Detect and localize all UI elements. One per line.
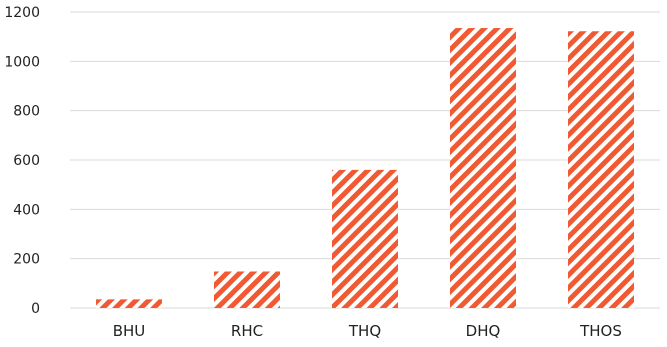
- y-tick-label: 600: [13, 153, 40, 169]
- y-axis-ticks: 0 200 400 600 800 1000 1200: [4, 5, 40, 317]
- y-tick-label: 800: [13, 104, 40, 120]
- y-tick-label: 0: [31, 301, 40, 317]
- x-axis-categories: BHU RHC THQ DHQ THOS: [113, 322, 622, 340]
- y-tick-label: 400: [13, 202, 40, 218]
- y-tick-label: 200: [13, 252, 40, 268]
- bar-dhq: [450, 28, 516, 309]
- x-category-label: BHU: [113, 322, 146, 340]
- x-category-label: THOS: [579, 322, 622, 340]
- x-category-label: RHC: [231, 322, 263, 340]
- bars: [96, 28, 634, 309]
- x-category-label: THQ: [348, 322, 381, 340]
- bar-thos: [568, 31, 634, 309]
- bar-thq: [332, 169, 398, 308]
- y-tick-label: 1200: [4, 5, 40, 21]
- x-category-label: DHQ: [466, 322, 501, 340]
- y-tick-label: 1000: [4, 54, 40, 70]
- bar-rhc: [214, 271, 280, 308]
- bar-bhu: [96, 299, 162, 308]
